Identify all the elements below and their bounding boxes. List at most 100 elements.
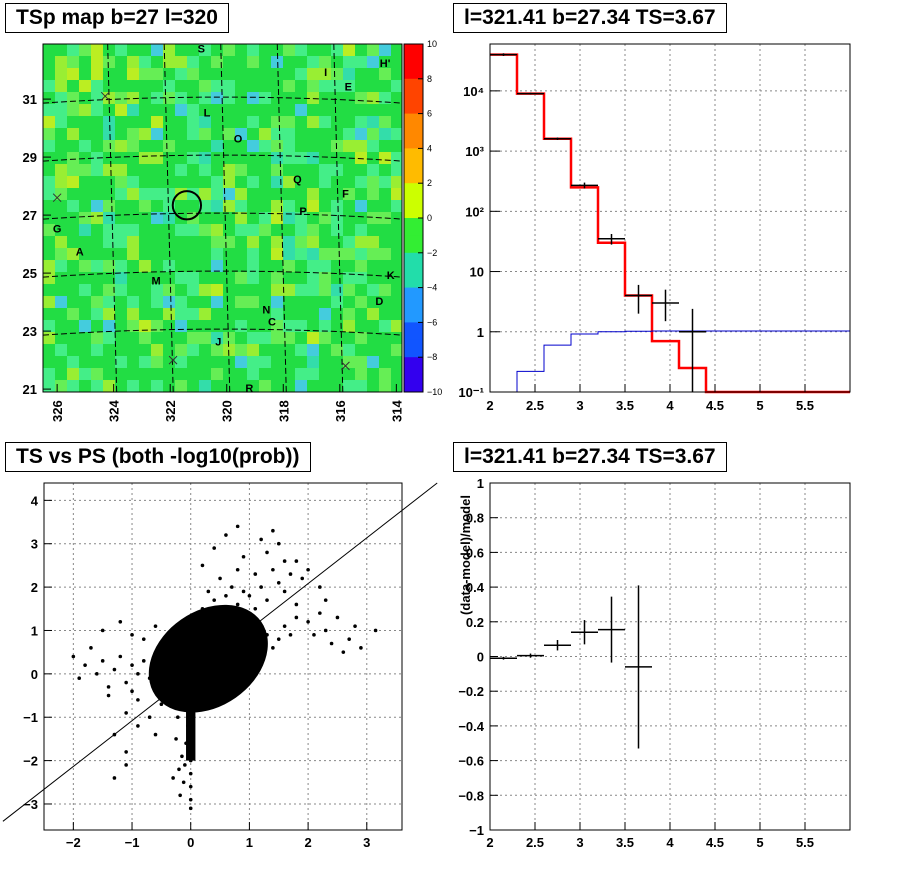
heat-cell bbox=[247, 380, 259, 392]
heat-cell bbox=[235, 224, 247, 236]
heat-cell bbox=[67, 356, 79, 368]
scatter-point bbox=[130, 689, 134, 693]
heat-cell bbox=[151, 152, 163, 164]
colorbar-tick-label: −6 bbox=[427, 317, 437, 327]
heat-cell bbox=[115, 284, 127, 296]
scatter-point bbox=[253, 606, 258, 611]
heat-cell bbox=[175, 140, 187, 152]
tsmap-source-label: D bbox=[375, 296, 383, 308]
heat-cell bbox=[379, 68, 391, 80]
heat-cell bbox=[235, 320, 247, 332]
heat-cell bbox=[331, 320, 343, 332]
heat-cell bbox=[163, 332, 175, 344]
heat-cell bbox=[307, 224, 319, 236]
heat-cell bbox=[139, 248, 151, 260]
scatter-point bbox=[178, 793, 182, 798]
heat-cell bbox=[295, 332, 307, 344]
heat-cell bbox=[43, 116, 55, 128]
scatter-point bbox=[253, 572, 258, 576]
scatter-ytick-label: 0 bbox=[31, 667, 38, 682]
heat-cell bbox=[115, 320, 127, 332]
heat-cell bbox=[295, 248, 307, 260]
heat-cell bbox=[103, 308, 115, 320]
heat-cell bbox=[367, 236, 379, 248]
colorbar-tick-label: 4 bbox=[427, 143, 432, 153]
heat-cell bbox=[211, 140, 223, 152]
heat-cell bbox=[55, 260, 67, 272]
heat-cell bbox=[103, 224, 115, 236]
heat-cell bbox=[331, 152, 343, 164]
spectrum-xtick-label: 5 bbox=[756, 398, 763, 413]
heat-cell bbox=[187, 332, 199, 344]
heat-cell bbox=[355, 188, 367, 200]
heat-cell bbox=[283, 80, 295, 92]
heat-cell bbox=[175, 92, 187, 104]
heat-cell bbox=[187, 188, 199, 200]
heat-cell bbox=[55, 224, 67, 236]
heat-cell bbox=[175, 272, 187, 284]
heat-cell bbox=[175, 224, 187, 236]
heat-cell bbox=[391, 296, 402, 308]
heat-cell bbox=[103, 188, 115, 200]
heat-cell bbox=[223, 236, 235, 248]
heat-cell bbox=[163, 104, 175, 116]
heat-cell bbox=[247, 212, 259, 224]
heat-cell bbox=[319, 344, 331, 356]
heat-cell bbox=[247, 296, 259, 308]
heat-cell bbox=[127, 176, 139, 188]
heat-cell bbox=[331, 116, 343, 128]
heat-cell bbox=[115, 92, 127, 104]
heat-cell bbox=[355, 116, 367, 128]
heat-cell bbox=[187, 116, 199, 128]
heat-cell bbox=[163, 188, 175, 200]
scatter-point bbox=[185, 724, 190, 728]
heat-cell bbox=[175, 80, 187, 92]
heat-cell bbox=[55, 80, 67, 92]
residual-xtick-label: 5 bbox=[756, 835, 763, 850]
scatter-point bbox=[118, 654, 123, 659]
heat-cell bbox=[259, 344, 271, 356]
heat-cell bbox=[199, 164, 211, 176]
heat-cell bbox=[295, 380, 307, 392]
heat-cell bbox=[391, 56, 402, 68]
scatter-point bbox=[194, 685, 199, 689]
heat-cell bbox=[115, 308, 127, 320]
heat-cell bbox=[163, 260, 175, 272]
heat-cell bbox=[223, 380, 235, 392]
heat-cell bbox=[319, 296, 331, 308]
heat-cell bbox=[115, 44, 127, 56]
scatter-point bbox=[183, 659, 187, 663]
residual-ytick-label: 0.2 bbox=[466, 615, 484, 630]
heat-cell bbox=[331, 212, 343, 224]
heat-cell bbox=[235, 68, 247, 80]
heat-cell bbox=[247, 260, 259, 272]
heat-cell bbox=[247, 344, 259, 356]
heat-cell bbox=[307, 116, 319, 128]
heat-cell bbox=[115, 80, 127, 92]
heat-cell bbox=[367, 152, 379, 164]
heat-cell bbox=[295, 320, 307, 332]
scatter-points bbox=[71, 524, 378, 811]
heat-cell bbox=[115, 248, 127, 260]
tsmap-source-circle bbox=[171, 190, 203, 221]
heat-cell bbox=[187, 44, 199, 56]
heat-cell bbox=[103, 212, 115, 224]
heat-cell bbox=[379, 332, 391, 344]
heat-cell bbox=[187, 260, 199, 272]
scatter-point bbox=[282, 589, 287, 594]
heat-cell bbox=[283, 320, 295, 332]
heat-cell bbox=[379, 224, 391, 236]
scatter-frame bbox=[43, 482, 403, 831]
heat-cell bbox=[211, 128, 223, 140]
heat-cell bbox=[127, 308, 139, 320]
heat-cell bbox=[259, 296, 271, 308]
heat-cell bbox=[187, 152, 199, 164]
heat-cell bbox=[259, 284, 271, 296]
heat-cell bbox=[343, 332, 355, 344]
heat-cell bbox=[223, 224, 235, 236]
heat-cell bbox=[223, 128, 235, 140]
heat-cell bbox=[367, 224, 379, 236]
scatter-point bbox=[176, 715, 180, 720]
heat-cell bbox=[343, 92, 355, 104]
